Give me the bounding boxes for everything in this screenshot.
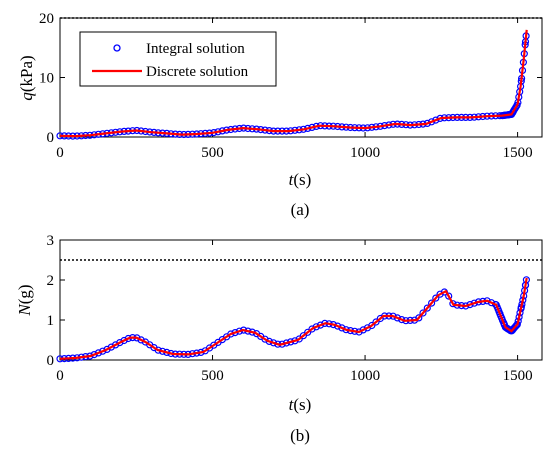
ylabel-a: q(kPa) xyxy=(17,55,36,100)
xtick-label-b: 1000 xyxy=(350,368,380,384)
xlabel-a: t(s) xyxy=(289,170,312,189)
legend-box xyxy=(79,31,277,87)
ytick-label-b: 3 xyxy=(47,233,55,249)
xlabel-b: t(s) xyxy=(289,395,312,414)
integral-marker-b xyxy=(445,292,453,300)
integral-marker-b xyxy=(334,322,342,330)
ytick-label-a: 0 xyxy=(47,130,55,146)
xtick-label-b: 0 xyxy=(56,368,64,384)
discrete-solution-line-a xyxy=(59,29,528,138)
ytick-label-a: 10 xyxy=(39,71,54,87)
ytick-label-b: 2 xyxy=(47,273,55,289)
panel-b: 0 500 1000 1500 0 1 2 3 N(g) t(s) (b) xyxy=(15,233,543,445)
legend-label-integral: Integral solution xyxy=(146,41,245,57)
ticks-a: 0 500 1000 1500 0 10 20 xyxy=(39,11,542,161)
legend-marker-integral xyxy=(113,44,121,52)
plot-frame-b xyxy=(59,239,543,361)
panel-label-b: (b) xyxy=(290,426,310,445)
ylabel-b: N(g) xyxy=(15,284,34,316)
xtick-label-a: 1500 xyxy=(503,145,533,161)
integral-marker-b xyxy=(359,326,367,334)
ticks-b: 0 500 1000 1500 0 1 2 3 xyxy=(47,233,542,384)
integral-marker-b xyxy=(299,332,307,340)
xtick-label-a: 0 xyxy=(56,145,64,161)
integral-marker-b xyxy=(419,309,427,317)
integral-marker-b xyxy=(116,339,124,347)
integral-marker-b xyxy=(423,304,431,312)
ytick-label-b: 0 xyxy=(47,353,55,369)
integral-marker-b xyxy=(449,300,457,308)
integral-marker-b xyxy=(368,321,376,330)
discrete-solution-line-b xyxy=(59,277,528,360)
integral-solution-markers-b xyxy=(56,276,531,363)
panel-label-a: (a) xyxy=(291,200,310,219)
ytick-label-a: 20 xyxy=(39,11,54,27)
integral-marker-b xyxy=(428,299,436,307)
integral-marker-b xyxy=(372,318,380,326)
legend: Integral solution Discrete solution xyxy=(79,31,277,87)
integral-marker-b xyxy=(120,336,128,345)
xtick-label-a: 500 xyxy=(201,145,224,161)
integral-marker-b xyxy=(415,314,423,322)
xtick-label-b: 1500 xyxy=(503,368,533,384)
xtick-label-a: 1000 xyxy=(350,145,380,161)
legend-label-discrete: Discrete solution xyxy=(146,64,249,80)
xtick-label-b: 500 xyxy=(201,368,224,384)
integral-marker-b xyxy=(137,336,145,344)
ytick-label-b: 1 xyxy=(47,313,55,329)
integral-marker-b xyxy=(432,294,440,302)
integral-marker-b xyxy=(338,324,346,332)
panel-a: 0 500 1000 1500 0 10 20 q(kPa) t(s) (a) Integr… xyxy=(17,11,543,219)
integral-marker-b xyxy=(512,321,521,329)
